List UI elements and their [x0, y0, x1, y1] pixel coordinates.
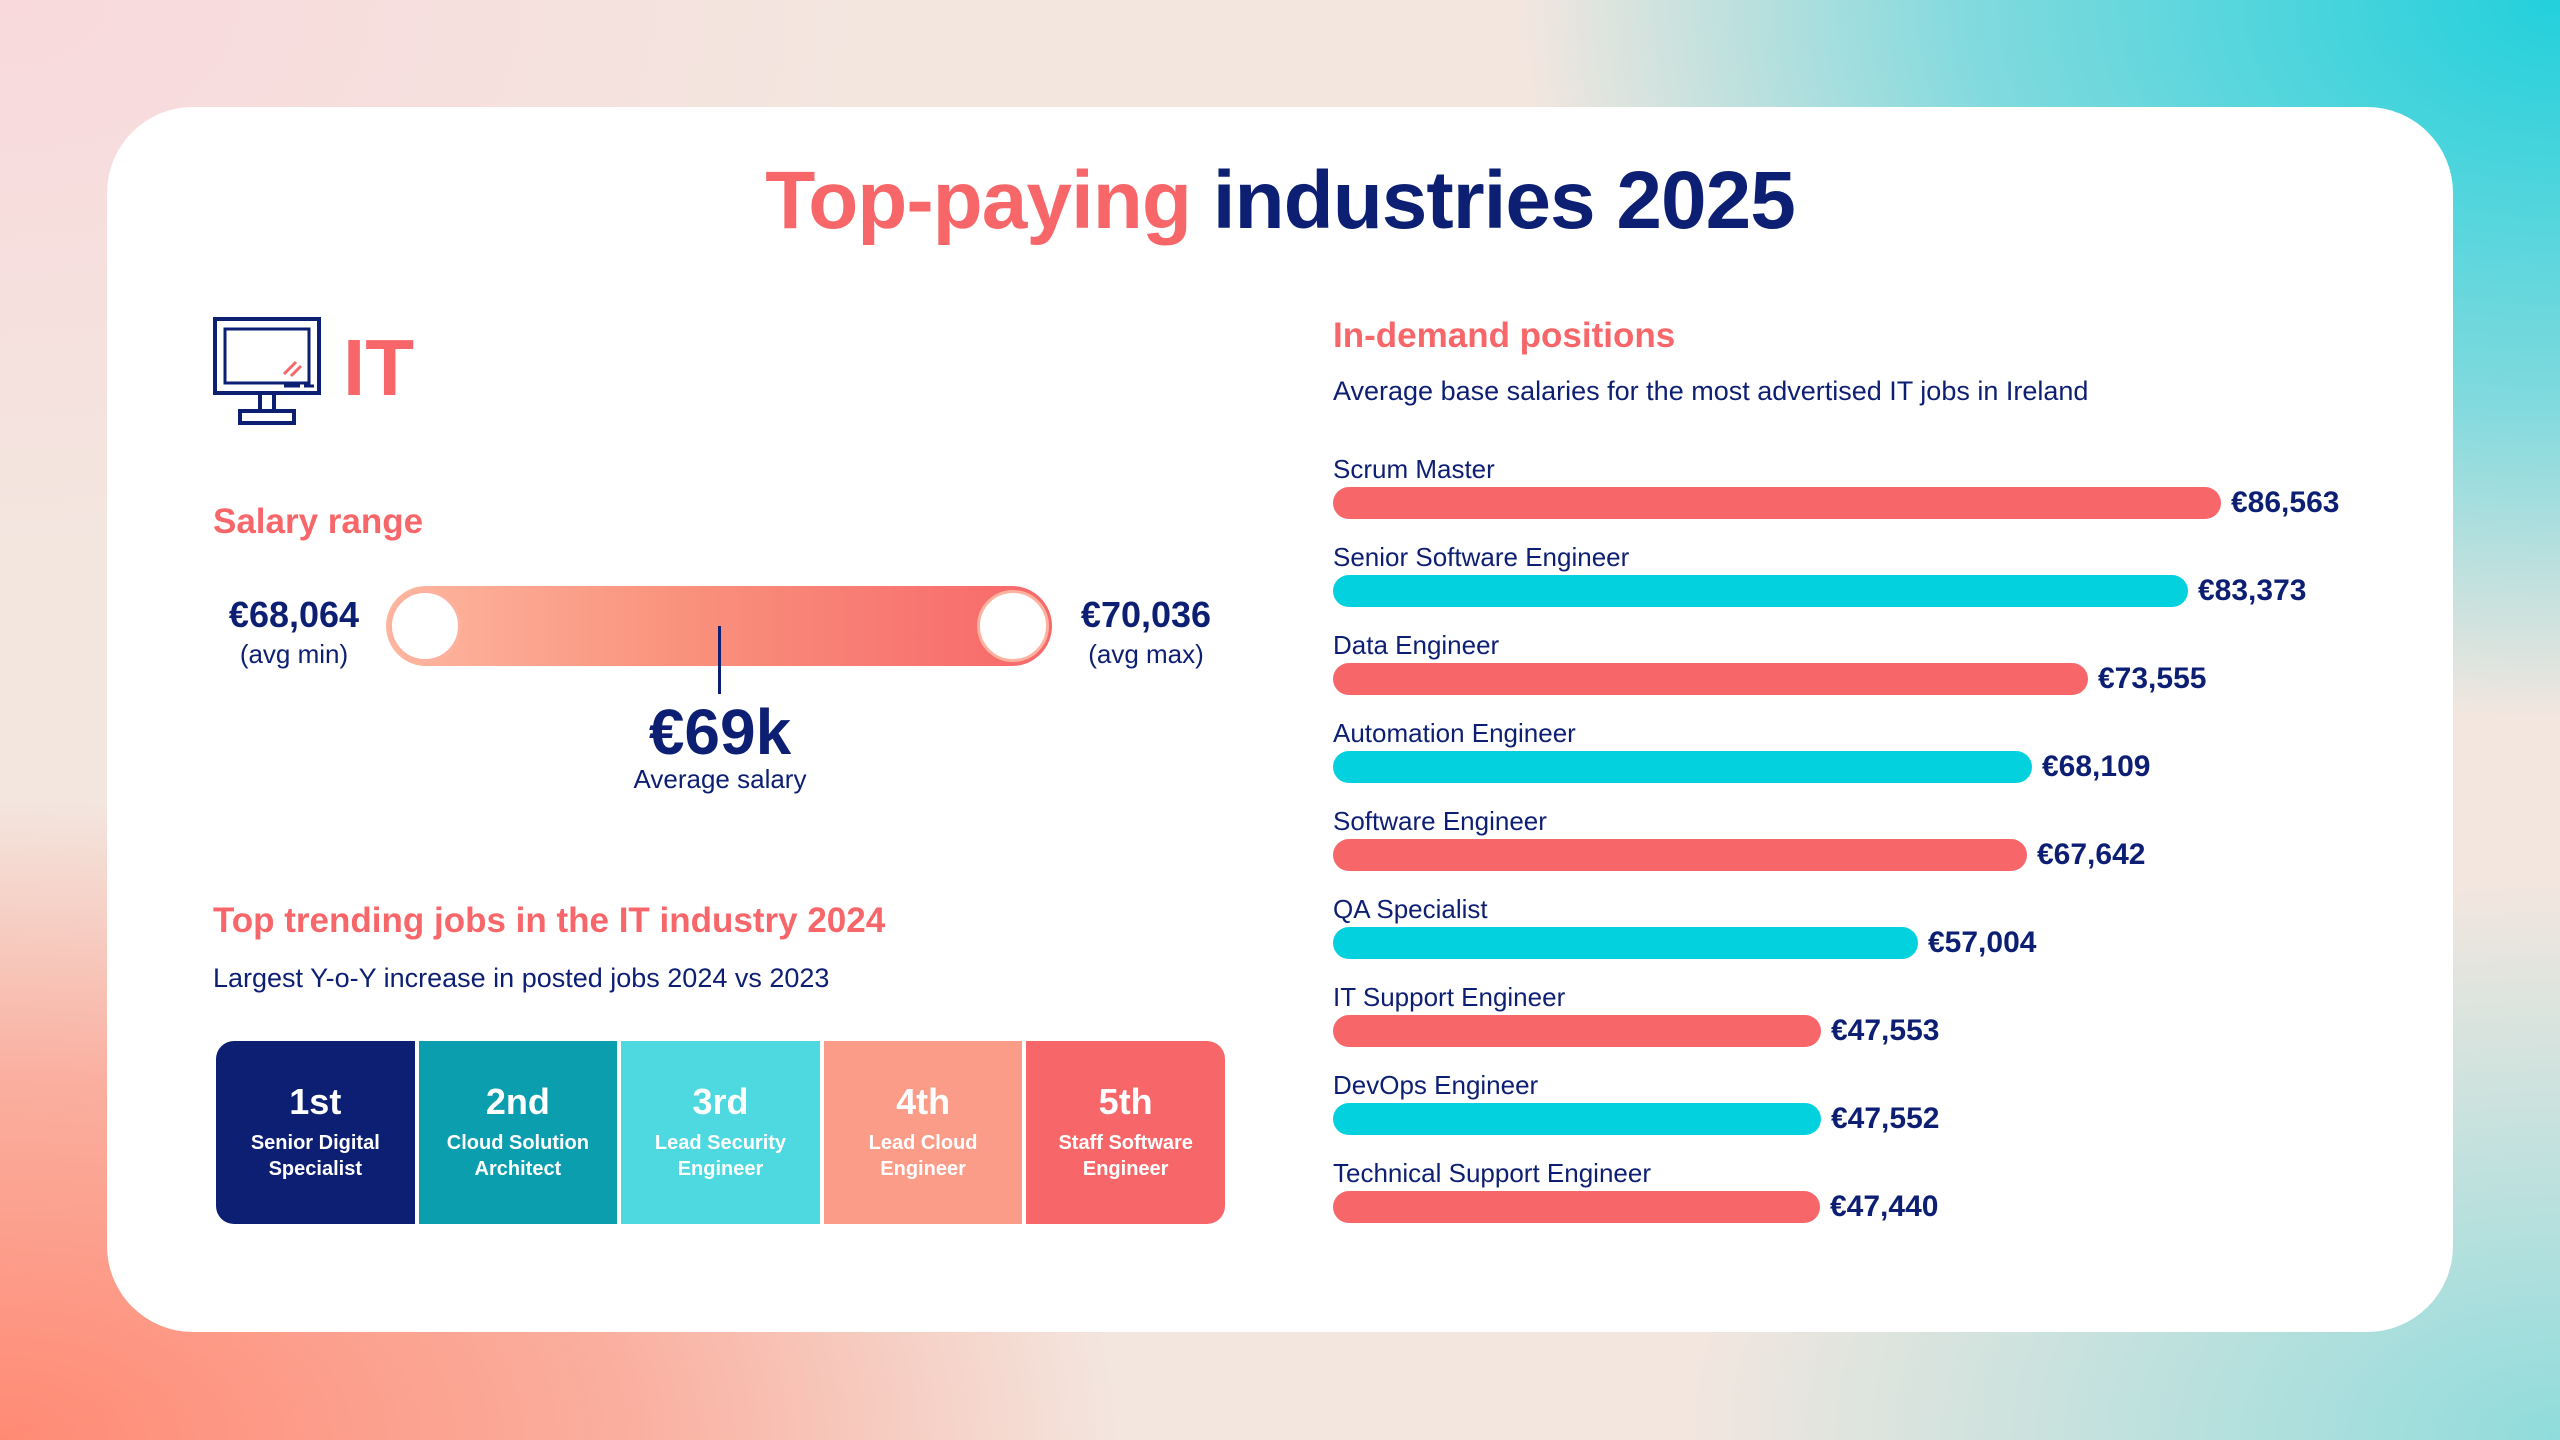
salary-bar: [1333, 751, 2032, 783]
trend-item-5: 5th Staff Software Engineer: [1026, 1041, 1225, 1224]
bar-category-label: Automation Engineer: [1333, 718, 1576, 748]
bar-category-label: Senior Software Engineer: [1333, 542, 1630, 572]
average-salary-value: €69k: [648, 696, 792, 768]
salary-max-value: €70,036: [1080, 594, 1212, 635]
trending-jobs-strip: 1st Senior Digital Specialist 2nd Cloud …: [216, 1041, 1225, 1224]
trend-rank: 4th: [896, 1080, 951, 1122]
trend-rank: 5th: [1098, 1080, 1153, 1122]
bar-value-label: €57,004: [1928, 926, 2037, 959]
page-title: Top-paying industries 2025: [0, 160, 2560, 242]
trend-item-2: 2nd Cloud Solution Architect: [418, 1041, 618, 1224]
bar-category-label: Scrum Master: [1333, 454, 1495, 484]
salary-bar: [1333, 1015, 1821, 1047]
trend-job: Cloud Solution Architect: [446, 1131, 589, 1180]
trend-rank: 1st: [289, 1080, 342, 1122]
salary-bar: [1333, 487, 2221, 519]
bar-category-label: Technical Support Engineer: [1333, 1158, 1651, 1188]
bar-category-label: Data Engineer: [1333, 630, 1500, 660]
trend-job: Senior Digital Specialist: [250, 1131, 380, 1180]
bar-value-label: €67,642: [2037, 838, 2146, 871]
trend-rank: 2nd: [485, 1080, 550, 1122]
trend-job: Lead Security Engineer: [654, 1131, 787, 1180]
salary-bar: [1333, 1103, 1821, 1135]
trend-job: Lead Cloud Engineer: [868, 1131, 978, 1180]
trend-job: Staff Software Engineer: [1058, 1131, 1193, 1180]
bar-value-label: €73,555: [2098, 662, 2207, 695]
average-marker: [718, 626, 721, 694]
positions-subheading: Average base salaries for the most adver…: [1333, 376, 2089, 406]
average-salary-label: Average salary: [633, 764, 807, 794]
bar-category-label: QA Specialist: [1333, 894, 1488, 924]
salary-max: €70,036 (avg max): [1062, 594, 1230, 669]
trending-subheading: Largest Y-o-Y increase in posted jobs 20…: [213, 963, 830, 993]
title-rest: industries 2025: [1212, 155, 1796, 246]
bar-value-label: €68,109: [2042, 750, 2151, 783]
bar-category-label: IT Support Engineer: [1333, 982, 1566, 1012]
salary-bar: [1333, 927, 1918, 959]
salary-min: €68,064 (avg min): [210, 594, 378, 669]
salary-min-label: (avg min): [239, 639, 349, 669]
bar-value-label: €83,373: [2198, 574, 2307, 607]
bar-category-label: Software Engineer: [1333, 806, 1547, 836]
industry-label: IT: [343, 323, 415, 412]
range-min-handle: [389, 590, 461, 662]
bar-value-label: €47,553: [1831, 1014, 1940, 1047]
salary-bar: [1333, 575, 2188, 607]
bar-value-label: €47,552: [1831, 1102, 1940, 1135]
salary-bar: [1333, 839, 2027, 871]
range-max-handle: [977, 590, 1049, 662]
salary-min-value: €68,064: [228, 594, 360, 635]
computer-monitor-icon: [213, 317, 321, 425]
positions-heading: In-demand positions: [1333, 316, 1676, 355]
trend-item-4: 4th Lead Cloud Engineer: [823, 1041, 1023, 1224]
trend-rank: 3rd: [692, 1080, 749, 1122]
bar-value-label: €47,440: [1830, 1190, 1939, 1223]
trend-item-3: 3rd Lead Security Engineer: [621, 1041, 820, 1224]
trending-heading: Top trending jobs in the IT industry 202…: [213, 901, 886, 940]
bar-value-label: €86,563: [2231, 486, 2340, 519]
trend-item-1: 1st Senior Digital Specialist: [216, 1041, 415, 1224]
salary-bar: [1333, 1191, 1820, 1223]
salary-bar: [1333, 663, 2088, 695]
salary-max-label: (avg max): [1088, 639, 1204, 669]
title-highlight: Top-paying: [765, 155, 1192, 246]
salary-range-heading: Salary range: [213, 502, 424, 541]
bar-category-label: DevOps Engineer: [1333, 1070, 1539, 1100]
